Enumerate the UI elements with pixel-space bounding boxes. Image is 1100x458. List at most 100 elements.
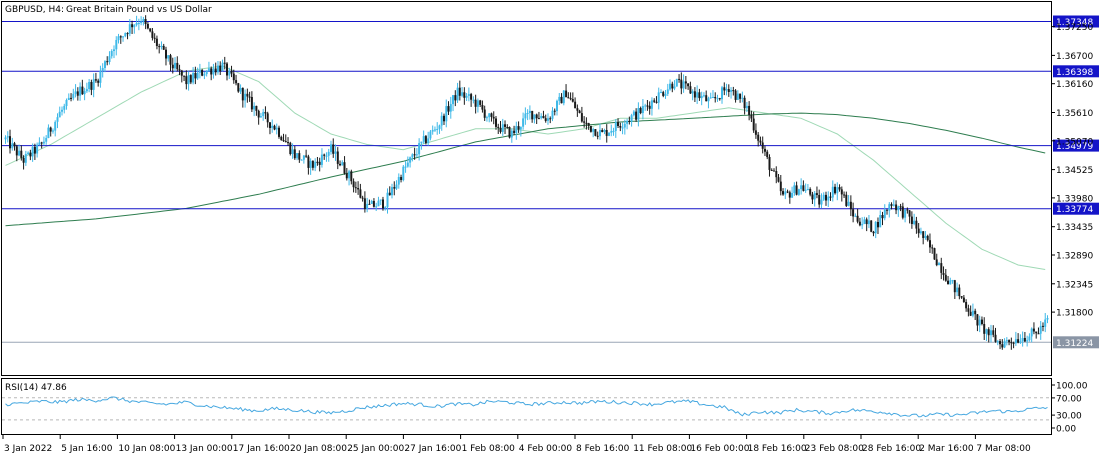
- candle-body: [269, 122, 271, 128]
- horizontal-levels[interactable]: 1.37348 1.36398 1.34979 1.33774 1.31224: [2, 15, 1099, 349]
- price-tick-label: 1.36700: [1056, 52, 1093, 62]
- candle-body: [56, 117, 59, 122]
- candle-body: [549, 118, 552, 120]
- candle-body: [13, 143, 16, 147]
- candle-body: [18, 150, 21, 156]
- candle-body: [219, 65, 222, 71]
- candle-body: [101, 68, 104, 71]
- candle-body: [892, 204, 895, 206]
- candle-body: [949, 280, 952, 285]
- time-tick-label: 20 Jan 08:00: [290, 444, 347, 454]
- candle-body: [106, 61, 109, 63]
- candle-body: [67, 97, 70, 100]
- candle-body: [890, 204, 893, 206]
- candle-body: [282, 140, 285, 142]
- candle-body: [341, 162, 344, 166]
- candle-body: [128, 24, 131, 34]
- candle-body: [976, 314, 979, 326]
- candle-body: [237, 83, 240, 92]
- candle-body: [1019, 341, 1022, 343]
- candle-body: [707, 98, 710, 102]
- candle-body: [22, 157, 25, 163]
- candle-body: [576, 108, 579, 111]
- candle-body: [29, 152, 32, 157]
- candle-body: [513, 130, 516, 133]
- candle-body: [4, 137, 7, 140]
- candle-body: [558, 96, 561, 101]
- candles: [4, 15, 1049, 350]
- candle-body: [273, 125, 276, 130]
- candle-body: [935, 259, 938, 266]
- candle-body: [113, 49, 115, 51]
- candle-body: [788, 192, 791, 198]
- candle-body: [985, 329, 988, 334]
- candle-body: [332, 144, 335, 154]
- candle-body: [895, 204, 898, 211]
- candle-body: [492, 116, 495, 119]
- candle-body: [847, 201, 850, 206]
- candle-body: [38, 142, 41, 145]
- chart-header-instrument: Great Britain Pound vs US Dollar: [66, 5, 212, 15]
- candle-body: [230, 70, 233, 74]
- candle-body: [49, 127, 52, 132]
- candle-body: [784, 191, 787, 195]
- price-axis: 1.37250 1.36700 1.36160 1.35610 1.35070 1.345…: [1051, 23, 1093, 319]
- candle-body: [777, 177, 780, 182]
- candle-body: [372, 201, 375, 207]
- candle-body: [675, 78, 678, 87]
- candle-body: [189, 75, 192, 83]
- candle-body: [447, 106, 450, 112]
- candle-body: [1044, 319, 1047, 327]
- candle-body: [553, 110, 556, 112]
- candle-body: [361, 197, 364, 199]
- candle-body: [831, 186, 834, 198]
- candle-body: [266, 113, 269, 123]
- candle-body: [1032, 328, 1035, 332]
- candle-body: [497, 126, 500, 128]
- candle-body: [702, 95, 705, 97]
- candle-body: [533, 114, 536, 120]
- candle-body: [185, 76, 188, 85]
- candle-body: [388, 192, 391, 196]
- candle-body: [987, 329, 990, 336]
- candle-body: [999, 341, 1001, 345]
- candle-body: [456, 87, 459, 101]
- candle-body: [363, 198, 366, 209]
- candle-body: [917, 228, 920, 234]
- candle-body: [901, 206, 904, 218]
- candle-body: [467, 94, 470, 96]
- candle-body: [718, 98, 721, 100]
- candle-body: [454, 95, 457, 101]
- candle-body: [314, 161, 317, 168]
- moving-averages: [5, 65, 1046, 270]
- price-tick-label: 1.34525: [1056, 166, 1093, 176]
- candle-body: [938, 263, 940, 266]
- candle-body: [316, 161, 319, 163]
- candle-body: [198, 70, 201, 73]
- candle-body: [400, 177, 403, 180]
- candle-body: [623, 123, 626, 128]
- candle-body: [395, 184, 398, 189]
- candle-body: [856, 215, 859, 222]
- candle-body: [384, 207, 387, 209]
- candle-body: [671, 83, 674, 89]
- price-tick-label: 1.37250: [1056, 23, 1093, 33]
- candle-body: [915, 220, 918, 229]
- candle-body: [379, 199, 382, 201]
- candle-body: [696, 92, 699, 98]
- candle-body: [693, 91, 696, 98]
- candle-body: [79, 86, 82, 96]
- level-price-tag: [1053, 15, 1099, 28]
- candle-body: [445, 106, 448, 122]
- candle-body: [953, 280, 956, 293]
- candle-body: [716, 98, 719, 100]
- candle-body: [761, 142, 764, 149]
- candle-body: [660, 92, 662, 94]
- rsi-panel-frame: [1, 378, 1052, 435]
- candle-body: [1001, 344, 1004, 348]
- candle-body: [235, 80, 238, 84]
- candle-body: [135, 23, 138, 25]
- candle-body: [820, 199, 823, 205]
- candle-body: [217, 65, 219, 73]
